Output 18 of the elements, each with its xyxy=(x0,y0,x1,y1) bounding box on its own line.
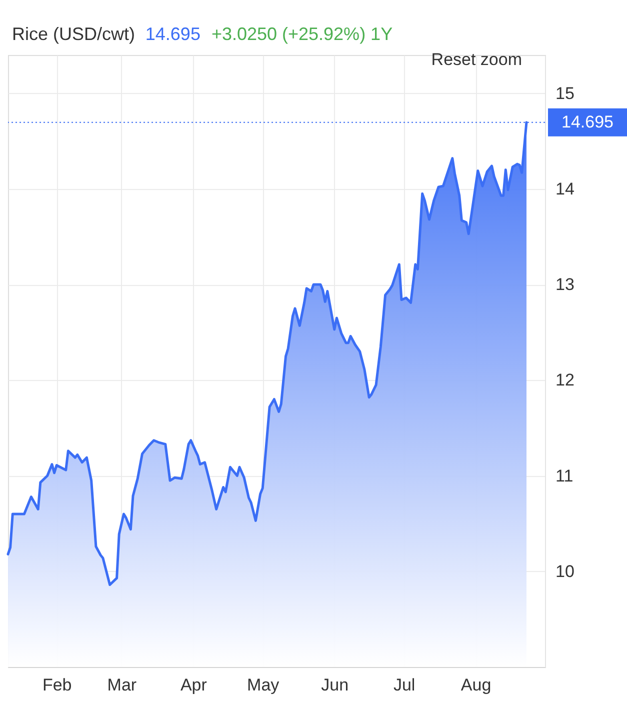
x-tick-label: May xyxy=(247,676,280,694)
y-tick-label: 11 xyxy=(556,466,574,486)
y-tick-label: 15 xyxy=(556,84,574,103)
x-tick-label: Jun xyxy=(321,676,349,694)
y-tick-label: 13 xyxy=(556,275,574,294)
annotation: Reset zoom xyxy=(431,50,522,69)
x-tick-label: Feb xyxy=(42,676,72,694)
y-tick-label: 14 xyxy=(556,179,574,198)
ref-line-label: 14.695 xyxy=(562,112,614,132)
x-tick-label: Apr xyxy=(180,676,208,694)
text: 14.695 xyxy=(145,24,200,44)
x-tick-label: Jul xyxy=(393,676,416,694)
text: +3.0250 (+25.92%) 1Y xyxy=(211,24,393,44)
y-tick-label: 10 xyxy=(556,562,574,581)
x-tick-label: Mar xyxy=(107,676,137,694)
y-tick-label: 12 xyxy=(556,370,574,390)
chart-title: Rice (USD/cwt) xyxy=(12,24,136,44)
x-tick-label: Aug xyxy=(460,676,492,694)
